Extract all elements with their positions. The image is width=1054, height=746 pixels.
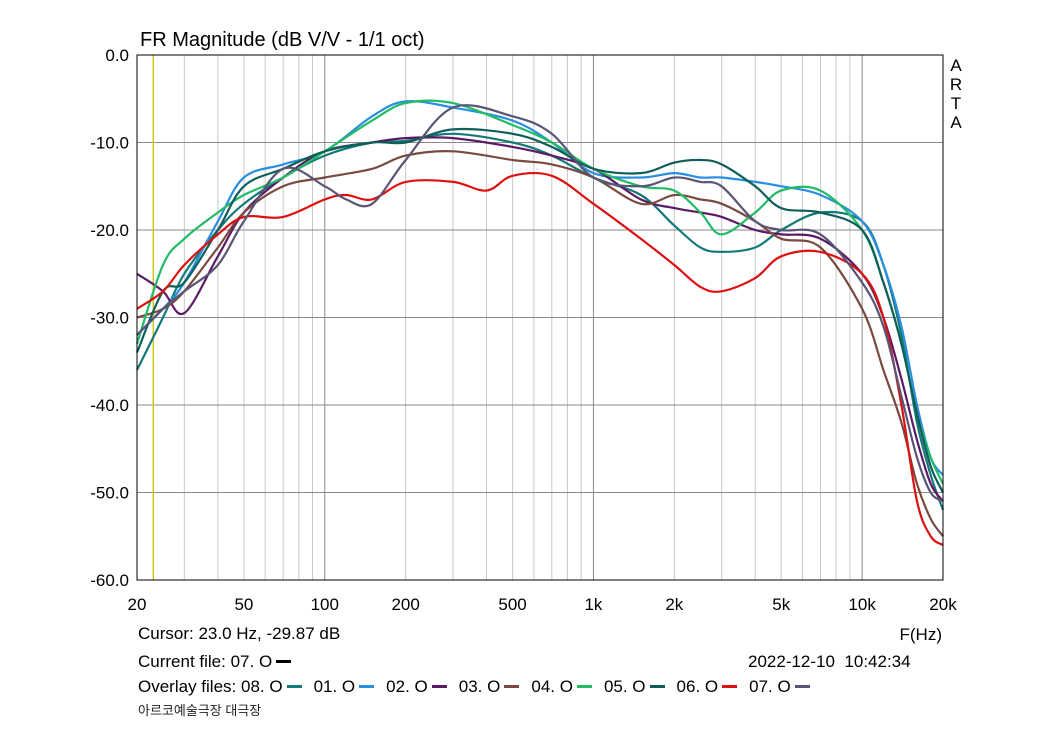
watermark-letter: T <box>951 94 961 113</box>
overlay-entry: 01. O <box>314 677 387 696</box>
x-tick-label: 20 <box>128 595 147 614</box>
timestamp: 2022-12-10 10:42:34 <box>748 652 911 672</box>
series-line-03-O <box>136 150 944 537</box>
overlay-entry-label: 04. O <box>531 677 573 696</box>
x-tick-label: 50 <box>234 595 253 614</box>
x-tick-label: 10k <box>848 595 876 614</box>
overlay-entry-swatch <box>794 685 810 689</box>
x-tick-label: 100 <box>311 595 339 614</box>
series-layer <box>135 99 945 546</box>
overlay-entry-label: 03. O <box>458 677 501 696</box>
x-tick-label: 2k <box>665 595 683 614</box>
watermark-letter: A <box>950 56 962 75</box>
overlay-entry-label: 01. O <box>313 677 356 696</box>
time: 10:42:34 <box>844 652 911 671</box>
x-tick-label: 1k <box>584 595 602 614</box>
x-tick-label: 200 <box>391 595 419 614</box>
grid <box>137 55 943 580</box>
watermark-letter: A <box>950 113 962 132</box>
venue-label: 아르코예술극장 대극장 <box>138 703 262 718</box>
y-axis-ticks: 0.0 -10.0 -20.0 -30.0 -40.0 -50.0 -60.0 <box>90 46 129 590</box>
watermark-letter: R <box>950 75 962 94</box>
y-tick-label: 0.0 <box>105 46 129 65</box>
overlay-entry-swatch <box>504 685 520 689</box>
cursor-readout: Cursor: 23.0 Hz, -29.87 dB <box>138 624 341 643</box>
overlay-label: Overlay files: <box>138 677 237 696</box>
series-line-04-O <box>135 99 945 485</box>
overlay-entry-swatch <box>359 685 375 689</box>
overlay-entry-label: 02. O <box>386 677 428 696</box>
series-line-07-O <box>136 104 944 503</box>
y-tick-label: -60.0 <box>90 571 129 590</box>
overlay-entry: 03. O <box>459 677 532 696</box>
x-tick-label: 500 <box>498 595 526 614</box>
overlay-entry: 02. O <box>386 677 459 696</box>
current-file-label: Current file: 07. O <box>138 652 273 671</box>
overlay-entry-swatch <box>431 685 447 689</box>
overlay-entry-swatch <box>576 685 592 689</box>
overlay-files: Overlay files: 08. O 01. O 02. O 03. O 04. O… <box>138 677 822 697</box>
overlay-entry: 04. O <box>531 677 604 696</box>
overlay-entry-swatch <box>286 685 302 689</box>
y-tick-label: -10.0 <box>90 134 129 153</box>
overlay-entry-swatch <box>722 685 738 689</box>
series-line-06-O <box>136 171 944 546</box>
overlay-entry-label: 06. O <box>676 677 719 696</box>
chart-title: FR Magnitude (dB V/V - 1/1 oct) <box>140 29 425 51</box>
overlay-entry: 08. O <box>241 677 314 696</box>
overlay-entry-label: 08. O <box>240 677 283 696</box>
x-tick-label: 20k <box>929 595 957 614</box>
x-axis-label: F(Hz) <box>900 625 942 644</box>
x-axis-ticks: 20 50 100 200 500 1k 2k 5k 10k 20k <box>128 595 958 614</box>
date: 2022-12-10 <box>748 652 835 671</box>
overlay-entry-swatch <box>649 685 665 689</box>
overlay-entry: 06. O <box>677 677 750 696</box>
series-line-01-O <box>136 100 944 476</box>
overlay-entry: 07. O <box>749 677 822 696</box>
y-tick-label: -20.0 <box>90 221 129 240</box>
y-tick-label: -40.0 <box>90 396 129 415</box>
overlay-entry-label: 07. O <box>749 677 791 696</box>
current-file-swatch <box>276 660 292 664</box>
y-tick-label: -50.0 <box>90 484 129 503</box>
current-file: Current file: 07. O <box>138 652 303 672</box>
overlay-entry: 05. O <box>604 677 677 696</box>
x-tick-label: 5k <box>772 595 790 614</box>
overlay-entry-label: 05. O <box>603 677 646 696</box>
plot-frame <box>136 54 944 581</box>
series-line-05-O <box>135 127 945 493</box>
y-tick-label: -30.0 <box>90 309 129 328</box>
